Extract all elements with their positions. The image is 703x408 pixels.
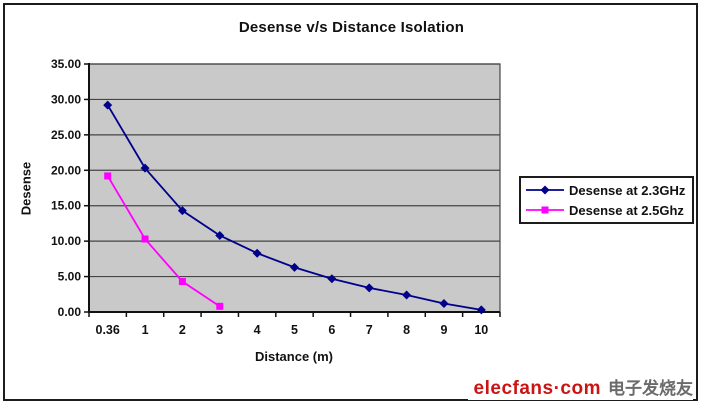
svg-text:0.36: 0.36 [96, 323, 120, 337]
legend: Desense at 2.3GHz Desense at 2.5Ghz [519, 176, 694, 224]
svg-text:30.00: 30.00 [51, 92, 81, 106]
x-axis-title: Distance (m) [254, 349, 334, 364]
watermark-brand-text: elecfans·com [473, 378, 601, 399]
svg-text:2: 2 [179, 323, 186, 337]
svg-text:35.00: 35.00 [51, 57, 81, 71]
y-axis-title: Desense [18, 161, 34, 216]
svg-text:0.00: 0.00 [58, 305, 82, 319]
svg-text:8: 8 [403, 323, 410, 337]
svg-text:5.00: 5.00 [58, 270, 82, 284]
legend-item: Desense at 2.3GHz [525, 180, 688, 200]
svg-text:25.00: 25.00 [51, 128, 81, 142]
svg-text:7: 7 [366, 323, 373, 337]
watermark-chinese-text: 电子发烧友 [608, 379, 693, 399]
svg-text:15.00: 15.00 [51, 199, 81, 213]
legend-swatch-square-icon [526, 206, 564, 214]
legend-label: Desense at 2.3GHz [569, 182, 686, 198]
legend-item: Desense at 2.5Ghz [525, 200, 688, 220]
legend-swatch-diamond-icon [526, 185, 564, 195]
watermark: elecfans·com 电子发烧友 [467, 374, 693, 400]
svg-text:4: 4 [254, 323, 261, 337]
svg-text:1: 1 [142, 323, 149, 337]
svg-text:10.00: 10.00 [51, 234, 81, 248]
svg-text:20.00: 20.00 [51, 163, 81, 177]
svg-text:10: 10 [474, 323, 488, 337]
svg-text:3: 3 [216, 323, 223, 337]
legend-label: Desense at 2.5Ghz [569, 202, 684, 218]
svg-text:6: 6 [328, 323, 335, 337]
svg-text:5: 5 [291, 323, 298, 337]
chart-title: Desense v/s Distance Isolation [238, 19, 465, 36]
svg-text:9: 9 [440, 323, 447, 337]
